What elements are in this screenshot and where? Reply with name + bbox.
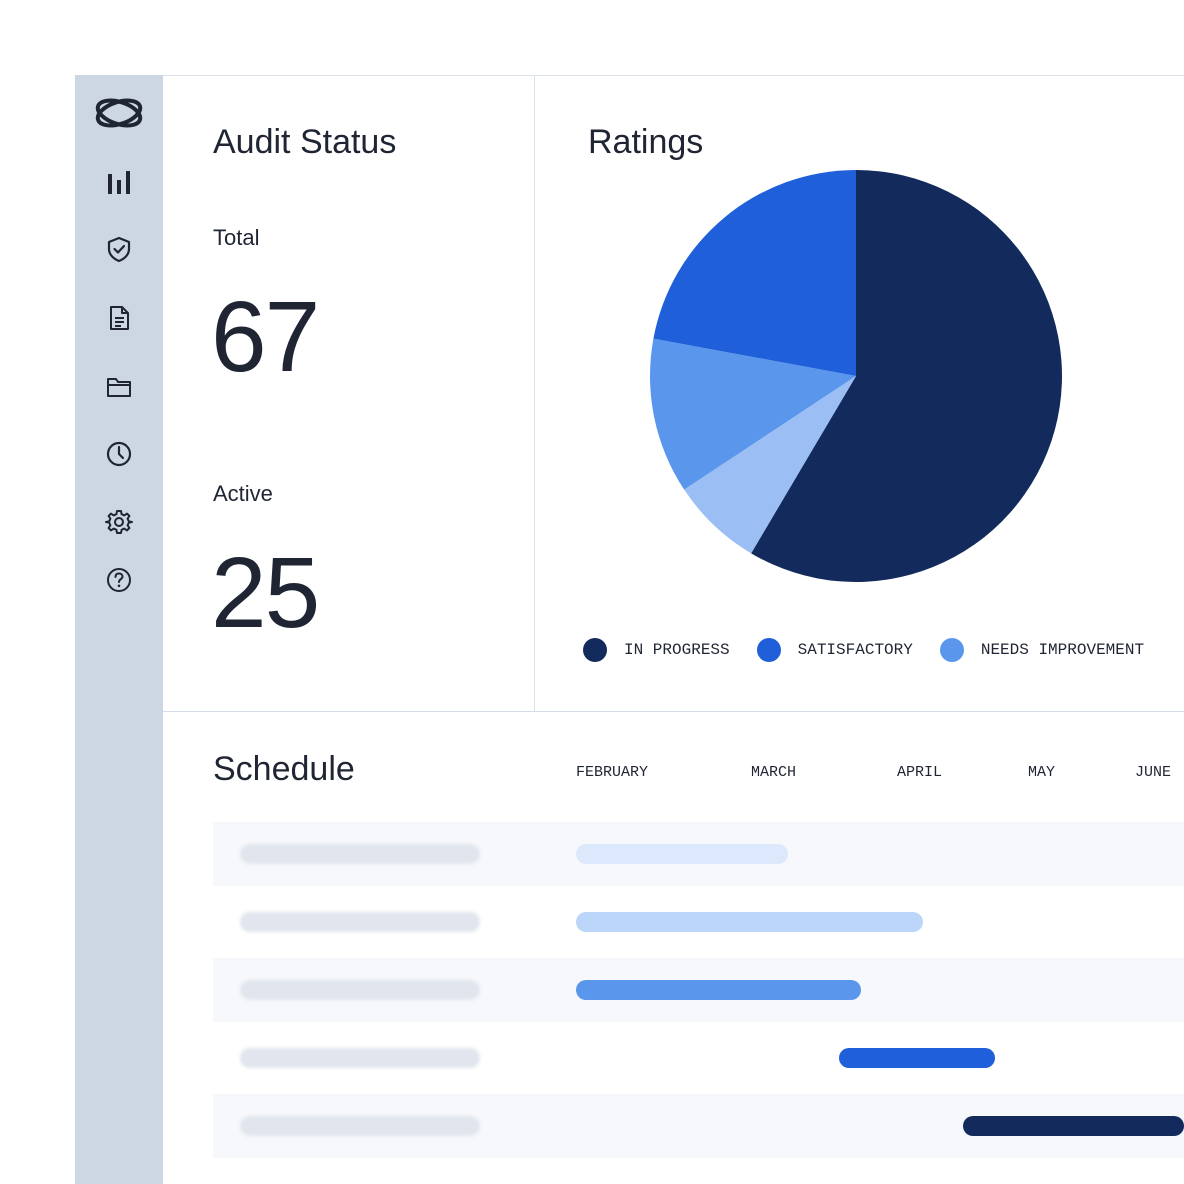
task-label-placeholder — [240, 844, 480, 864]
pie-slice-needs-improvement — [650, 338, 856, 490]
active-value: 25 — [211, 537, 320, 649]
legend-dot — [939, 638, 964, 662]
shield-check-icon[interactable] — [75, 234, 163, 264]
clock-icon[interactable] — [75, 439, 163, 469]
month-june: JUNE — [1135, 764, 1172, 781]
task-bar[interactable] — [576, 980, 861, 1000]
task-bar[interactable] — [576, 912, 924, 932]
schedule-row[interactable] — [213, 822, 1184, 886]
document-icon[interactable] — [75, 303, 163, 333]
month-may: MAY — [1028, 764, 1056, 781]
panel-divider — [534, 75, 535, 711]
section-divider — [163, 711, 1184, 712]
ratings-pie-chart — [650, 170, 1062, 582]
task-label-placeholder — [240, 912, 480, 932]
legend-dot — [583, 638, 607, 662]
task-bar[interactable] — [838, 1048, 996, 1068]
task-label-placeholder — [240, 1048, 480, 1068]
month-april: APRIL — [897, 764, 943, 781]
schedule-row[interactable] — [213, 1026, 1184, 1090]
logo-icon[interactable] — [75, 93, 163, 133]
legend-item-satisfactory: SATISFACTORY — [756, 638, 913, 662]
total-label: Total — [213, 225, 260, 250]
legend-label: IN PROGRESS — [624, 641, 730, 659]
schedule-title: Schedule — [213, 750, 355, 788]
task-label-placeholder — [240, 1116, 480, 1136]
legend-item-in-progress: IN PROGRESS — [583, 638, 730, 662]
month-march: MARCH — [751, 764, 797, 781]
schedule-row[interactable] — [213, 958, 1184, 1022]
pie-slice-in-progress — [751, 170, 1062, 582]
pie-slice-unlabeled-1 — [684, 376, 856, 554]
legend-label: SATISFACTORY — [797, 641, 913, 659]
task-bar[interactable] — [962, 1116, 1184, 1136]
help-icon[interactable] — [75, 565, 163, 595]
ratings-title: Ratings — [588, 123, 704, 161]
legend-item-needs-improvement: NEEDS IMPROVEMENT — [939, 638, 1145, 662]
pie-slice-satisfactory — [653, 170, 856, 376]
folder-icon[interactable] — [75, 372, 163, 402]
ratings-legend: IN PROGRESS SATISFACTORY NEEDS IMPROVEME… — [583, 638, 1171, 662]
legend-label: NEEDS IMPROVEMENT — [980, 641, 1145, 659]
schedule-row[interactable] — [213, 890, 1184, 954]
top-border — [163, 75, 1184, 76]
audit-status-title: Audit Status — [213, 123, 397, 161]
month-february: FEBRUARY — [576, 764, 649, 781]
bar-chart-icon[interactable] — [75, 167, 163, 197]
sidebar — [75, 75, 163, 1184]
task-label-placeholder — [240, 980, 480, 1000]
gear-icon[interactable] — [75, 507, 163, 537]
schedule-row[interactable] — [213, 1094, 1184, 1158]
task-bar[interactable] — [576, 844, 788, 864]
active-label: Active — [213, 481, 273, 506]
legend-dot — [756, 638, 781, 662]
total-value: 67 — [211, 281, 320, 393]
